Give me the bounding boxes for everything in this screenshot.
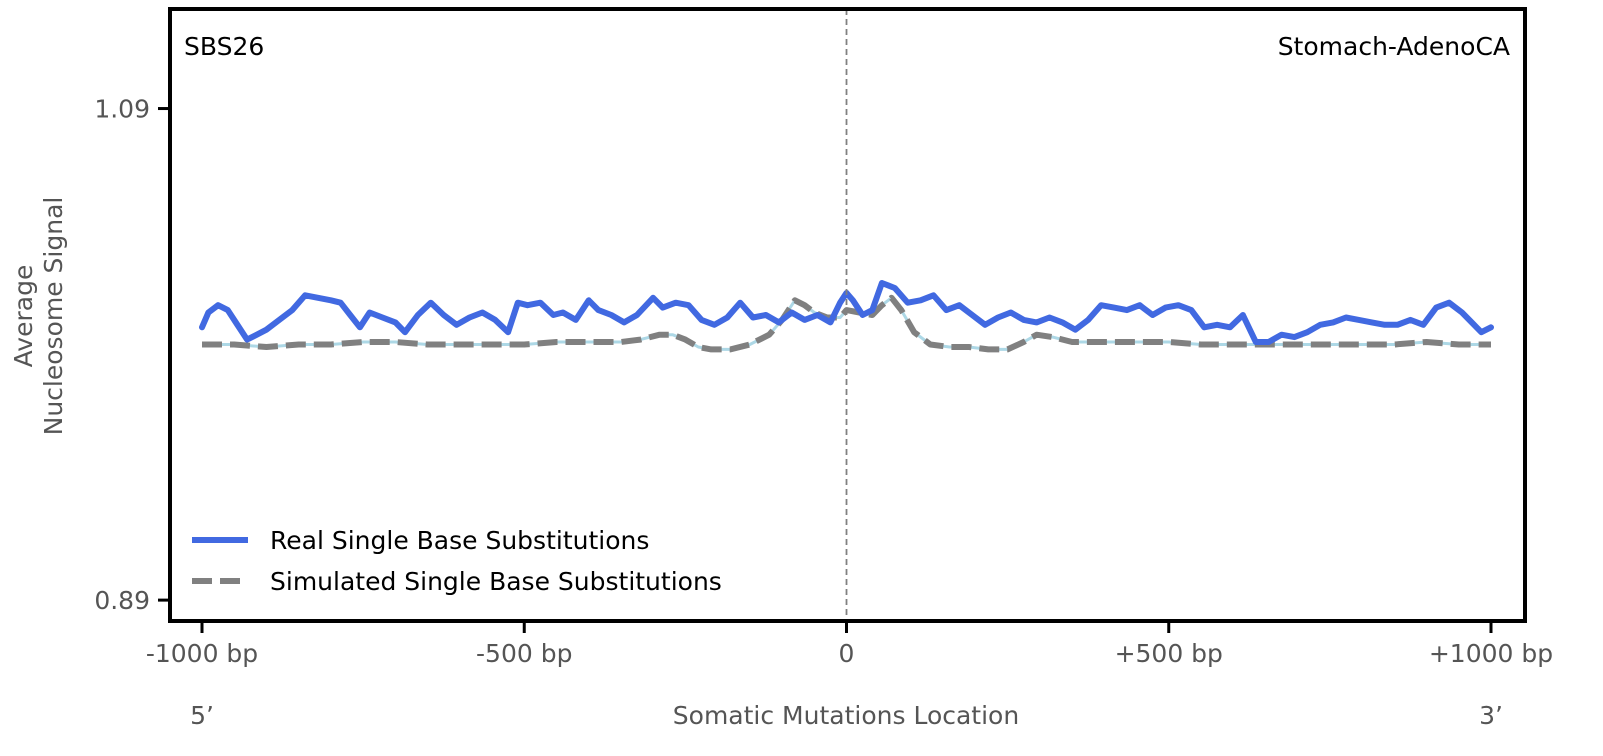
legend-label-simulated: Simulated Single Base Substitutions: [270, 567, 722, 596]
x-tick-label: -1000 bp: [146, 639, 258, 668]
cancer-type-label: Stomach-AdenoCA: [1278, 32, 1510, 61]
x-axis-title: Somatic Mutations Location: [673, 701, 1019, 730]
series-layer: [199, 280, 1494, 353]
y-tick-label: 0.89: [94, 586, 150, 615]
x-tick-label: +500 bp: [1115, 639, 1223, 668]
x-tick-label: 0: [839, 639, 855, 668]
three-prime-label: 3’: [1479, 701, 1503, 730]
series-line-real: [199, 280, 1494, 345]
x-tick-label: -500 bp: [476, 639, 572, 668]
plot-frame: [168, 7, 1527, 623]
legend-label-real: Real Single Base Substitutions: [270, 526, 649, 555]
y-axis-title-line-2: Nucleosome Signal: [39, 197, 68, 436]
series-line-simulated: [202, 294, 1491, 353]
y-tick-label: 1.09: [94, 95, 150, 124]
legend: Real Single Base Substitutions Simulated…: [192, 526, 722, 596]
five-prime-label: 5’: [190, 701, 214, 730]
signature-label: SBS26: [184, 32, 264, 61]
y-axis: 0.89 1.09: [94, 95, 168, 615]
x-tick-label: +1000 bp: [1429, 639, 1553, 668]
y-axis-title-line-1: Average: [9, 265, 38, 368]
x-axis: -1000 bp -500 bp 0 +500 bp +1000 bp: [146, 623, 1553, 668]
